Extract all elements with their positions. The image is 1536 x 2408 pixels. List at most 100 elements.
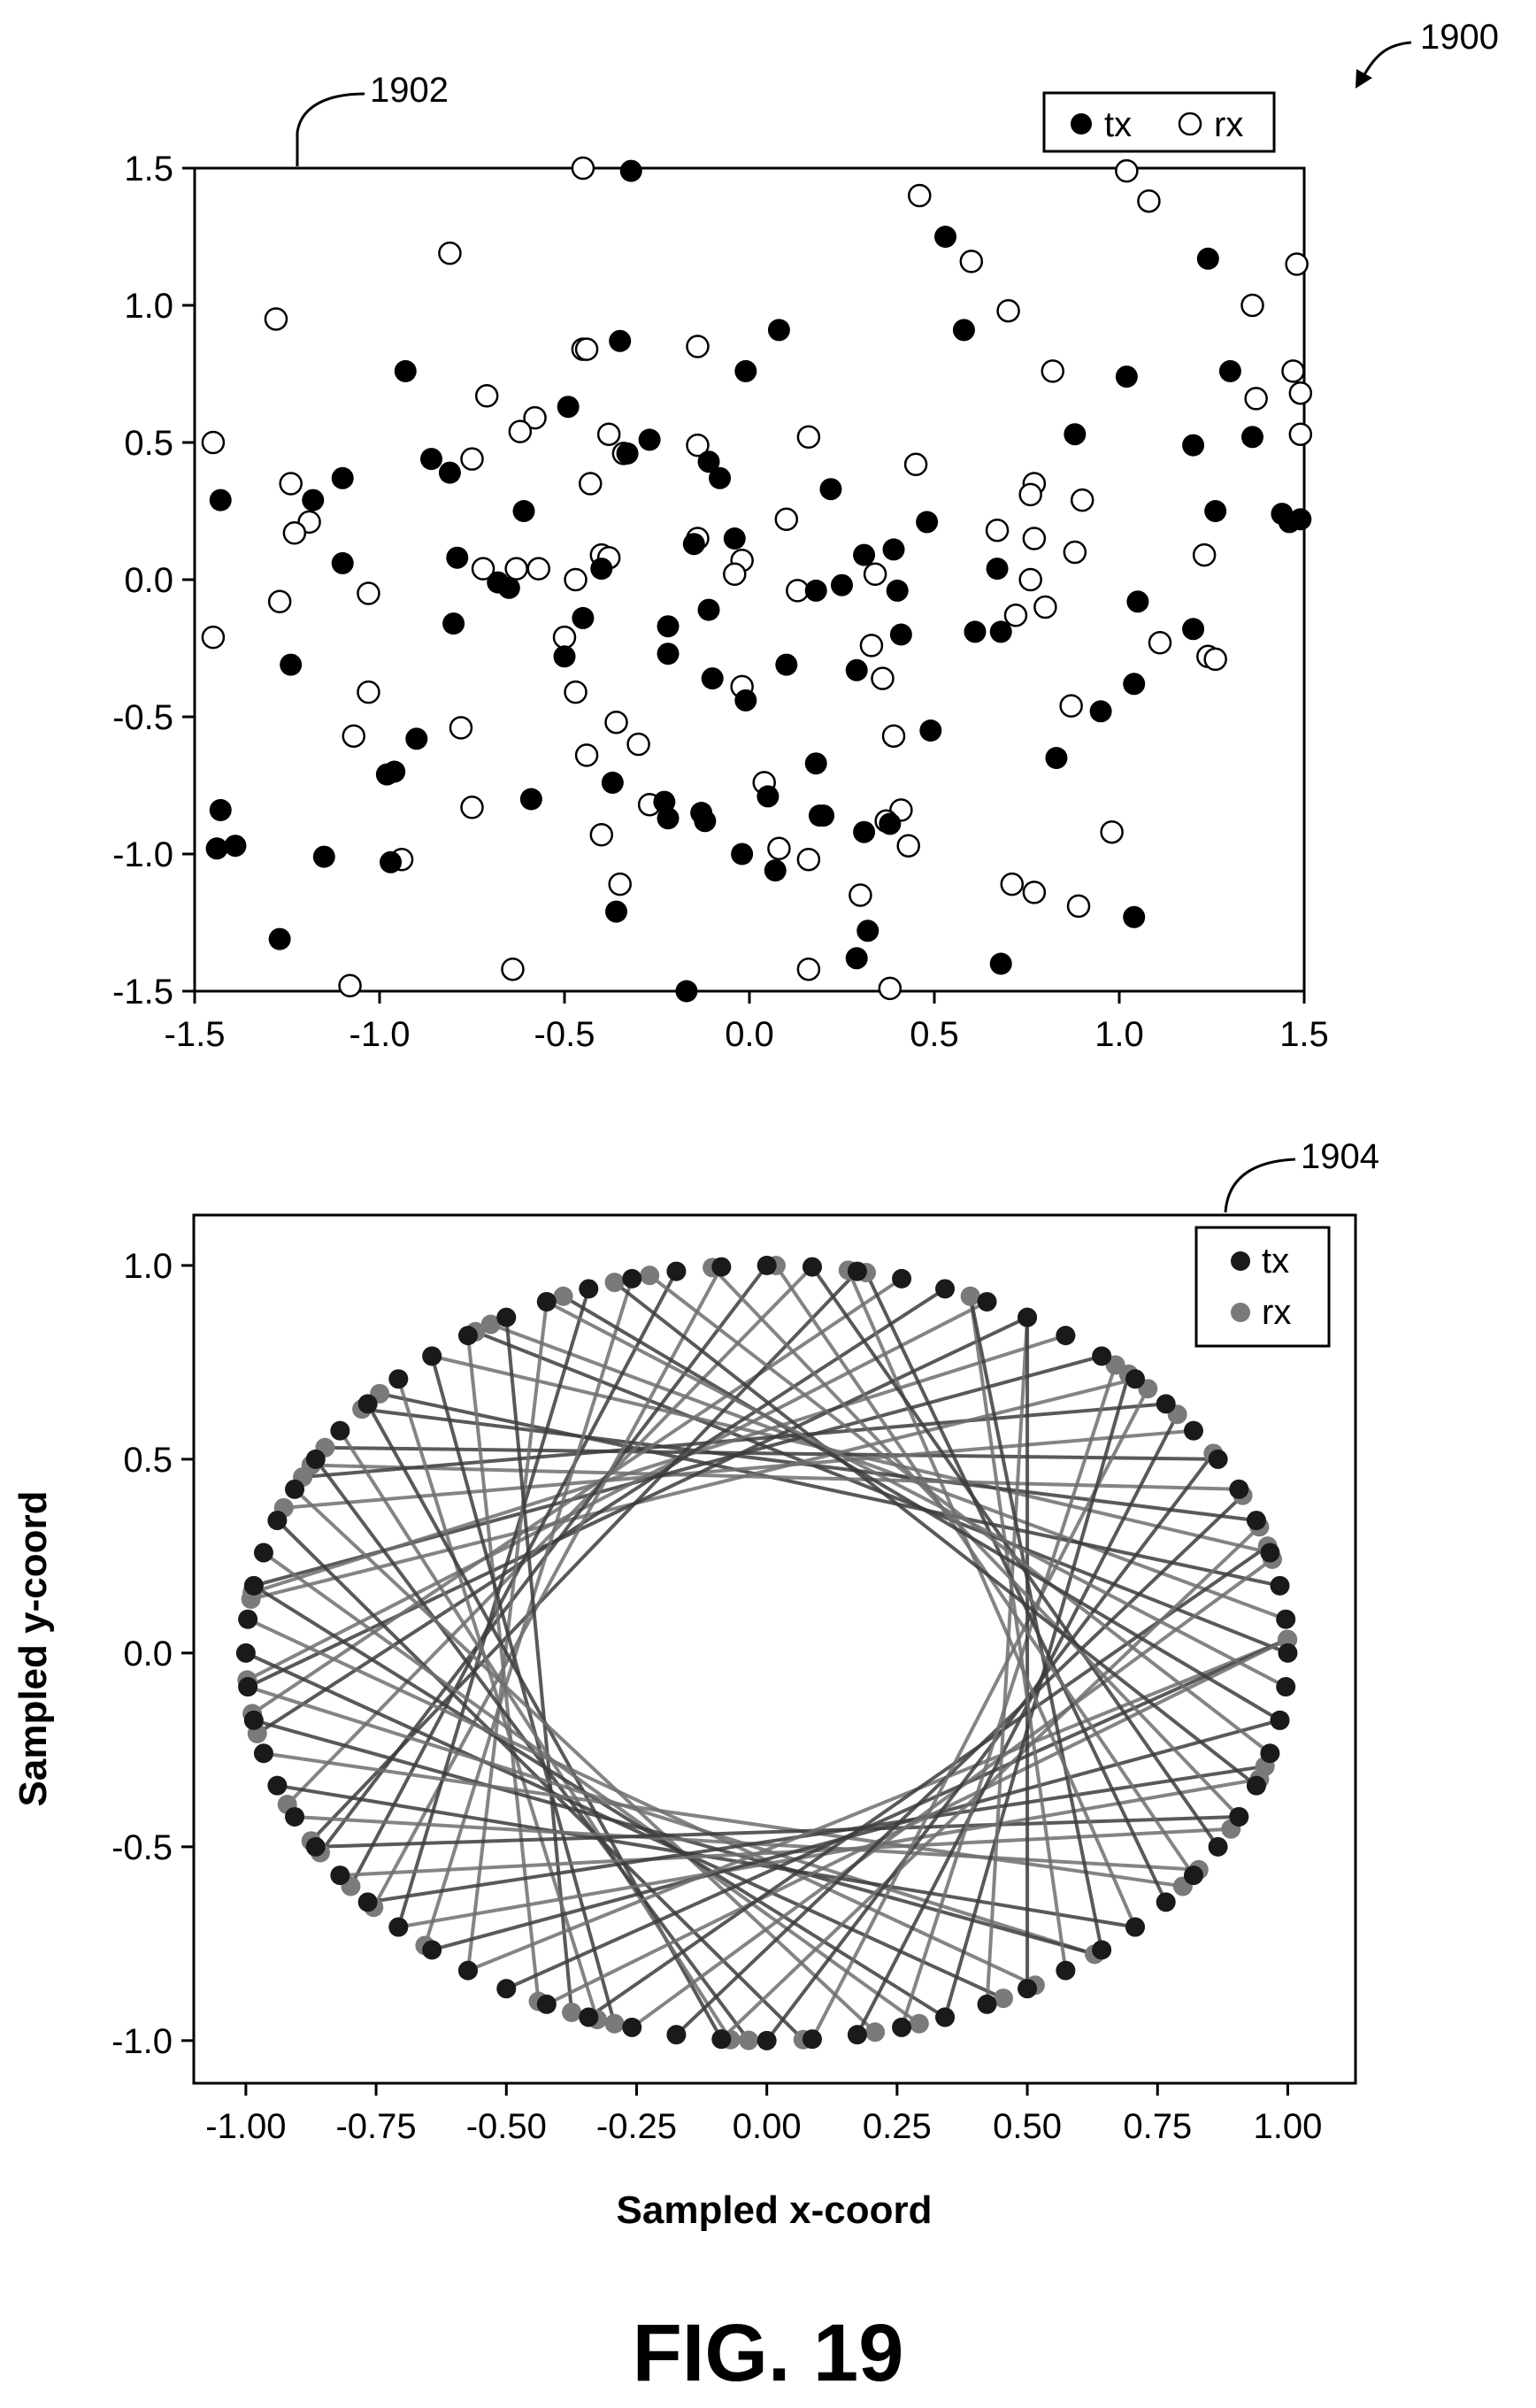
rx-point bbox=[985, 518, 1010, 542]
tx-point bbox=[935, 1279, 956, 1299]
legend-rx-marker bbox=[1231, 1303, 1250, 1322]
tx-rx-chord bbox=[856, 1413, 1179, 2036]
rx-point bbox=[796, 425, 821, 450]
tx-point bbox=[553, 645, 576, 668]
tx-point bbox=[775, 653, 798, 676]
rx-point bbox=[571, 156, 595, 181]
chart-1904-y-axis: 1.0 0.5 0.0 -0.5 -1.0 bbox=[111, 1247, 194, 2061]
rx-point bbox=[1148, 631, 1172, 655]
y-tick-label: -0.5 bbox=[112, 698, 173, 737]
chart-1904-points bbox=[235, 1255, 1298, 2050]
rx-point bbox=[878, 976, 902, 1001]
tx-rx-chord bbox=[286, 1266, 814, 1806]
legend-tx-label: tx bbox=[1104, 105, 1132, 144]
rx-point bbox=[1018, 482, 1042, 507]
tx-rx-chord bbox=[648, 1273, 1271, 1755]
tx-point bbox=[422, 1940, 442, 1960]
tx-point bbox=[711, 2029, 732, 2050]
tx-point bbox=[1218, 359, 1241, 382]
tx-point bbox=[886, 579, 909, 602]
tx-point bbox=[497, 576, 520, 599]
tx-rx-chord bbox=[562, 1295, 1281, 1722]
tx-point bbox=[1276, 1677, 1296, 1697]
tx-point bbox=[856, 919, 879, 942]
tx-rx-chord bbox=[423, 1278, 634, 1946]
tx-rx-chord bbox=[340, 1827, 1232, 1878]
tx-point bbox=[285, 1479, 305, 1499]
rx-point bbox=[574, 743, 599, 767]
rx-point bbox=[996, 298, 1020, 323]
tx-point bbox=[380, 850, 403, 873]
rx-point bbox=[474, 384, 499, 408]
tx-point bbox=[330, 1866, 350, 1886]
tx-point bbox=[496, 1979, 517, 1999]
tx-point bbox=[312, 845, 335, 868]
rx-point bbox=[579, 472, 603, 496]
tx-point bbox=[1240, 426, 1263, 449]
tx-point bbox=[986, 558, 1009, 581]
tx-point bbox=[512, 500, 535, 522]
rx-point bbox=[909, 2013, 929, 2034]
chart-1902-ref-label: 1902 bbox=[370, 71, 449, 110]
rx-point bbox=[562, 2002, 582, 2022]
rx-point bbox=[504, 557, 528, 581]
tx-point bbox=[496, 1307, 517, 1327]
chart-1902-y-axis: 1.5 1.0 0.5 0.0 -0.5 -1.0 -1.5 bbox=[112, 150, 195, 1012]
tx-rx-chord bbox=[900, 1364, 1117, 2028]
tx-point bbox=[405, 727, 428, 750]
tx-point bbox=[934, 226, 957, 248]
tx-point bbox=[831, 573, 853, 596]
tx-rx-chord bbox=[256, 1287, 947, 1735]
tx-point bbox=[1208, 1836, 1228, 1857]
x-tick-label: -0.75 bbox=[335, 2107, 416, 2146]
rx-point bbox=[686, 433, 710, 458]
tx-point bbox=[989, 620, 1012, 643]
x-tick-label: 0.75 bbox=[1123, 2107, 1192, 2146]
tx-point bbox=[675, 980, 698, 1003]
tx-point bbox=[666, 1261, 687, 1281]
tx-point bbox=[357, 1394, 378, 1414]
chart-1902-plot-frame bbox=[193, 166, 1306, 993]
rx-point bbox=[438, 241, 462, 265]
tx-rx-chord bbox=[396, 1288, 591, 1928]
tx-point bbox=[935, 2007, 956, 2027]
tx-point bbox=[756, 2030, 777, 2050]
figure-caption: FIG. 19 bbox=[633, 2308, 904, 2398]
tx-point bbox=[1229, 1479, 1249, 1499]
rx-point bbox=[1070, 488, 1094, 512]
rx-point bbox=[574, 337, 599, 361]
tx-point bbox=[1246, 1511, 1266, 1531]
tx-rx-chord bbox=[367, 1764, 1266, 1904]
tx-point bbox=[682, 533, 705, 556]
tx-point bbox=[977, 1291, 997, 1312]
tx-rx-chord bbox=[245, 1651, 1004, 2000]
rx-point bbox=[564, 567, 588, 592]
tx-point bbox=[1183, 1866, 1203, 1886]
tx-point bbox=[653, 790, 676, 813]
tx-point bbox=[1089, 700, 1112, 723]
tx-point bbox=[579, 2007, 599, 2027]
tx-point bbox=[331, 551, 354, 574]
rx-point bbox=[865, 2022, 886, 2043]
tx-rx-chord bbox=[505, 1637, 1288, 1990]
chart-1902-ref-leader bbox=[296, 92, 365, 166]
tx-point bbox=[882, 538, 905, 561]
tx-point bbox=[1289, 508, 1312, 531]
tx-point bbox=[919, 719, 942, 742]
tx-rx-chord bbox=[968, 1296, 1104, 1950]
rx-point bbox=[1022, 881, 1047, 904]
tx-point bbox=[1270, 1710, 1290, 1730]
rx-point bbox=[449, 716, 473, 740]
rx-point bbox=[1000, 872, 1025, 896]
tx-point bbox=[253, 1743, 273, 1764]
rx-point bbox=[1203, 647, 1227, 672]
rx-point bbox=[908, 183, 932, 208]
tx-point bbox=[238, 1677, 258, 1697]
rx-point bbox=[279, 472, 303, 496]
tx-rx-chord bbox=[372, 1266, 724, 1909]
legend-rx-marker bbox=[1178, 112, 1202, 136]
tx-point bbox=[804, 752, 827, 775]
rx-point bbox=[338, 973, 362, 998]
rx-point bbox=[960, 1286, 980, 1306]
tx-point bbox=[267, 1775, 288, 1796]
